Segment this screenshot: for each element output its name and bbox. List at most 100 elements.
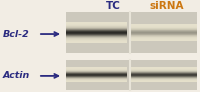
Bar: [66, 39, 127, 40]
Bar: [66, 81, 127, 82]
Bar: [66, 37, 127, 38]
Bar: [66, 22, 127, 23]
Bar: [131, 25, 197, 26]
Bar: [131, 75, 197, 76]
Bar: [131, 25, 197, 26]
Bar: [131, 29, 197, 30]
Bar: [66, 28, 127, 29]
Bar: [66, 77, 127, 78]
Bar: [66, 36, 127, 37]
Bar: [131, 26, 197, 27]
Bar: [66, 70, 127, 71]
Bar: [66, 32, 127, 33]
Bar: [131, 34, 197, 35]
Bar: [131, 75, 197, 76]
Bar: [131, 70, 197, 71]
Bar: [66, 68, 127, 69]
Bar: [66, 80, 127, 81]
Bar: [66, 25, 127, 26]
Bar: [131, 76, 197, 77]
Bar: [131, 80, 197, 81]
Bar: [131, 32, 197, 33]
Bar: [131, 80, 197, 81]
Bar: [66, 39, 127, 40]
Bar: [66, 75, 127, 76]
Bar: [66, 69, 127, 70]
Bar: [66, 25, 127, 26]
Bar: [66, 42, 127, 43]
Bar: [66, 74, 127, 75]
Bar: [66, 30, 127, 31]
Bar: [131, 67, 197, 68]
Bar: [131, 71, 197, 72]
Bar: [131, 30, 197, 31]
Bar: [131, 35, 197, 36]
Bar: [66, 72, 127, 73]
Bar: [66, 74, 127, 75]
Bar: [66, 76, 127, 77]
Bar: [131, 31, 197, 32]
Bar: [66, 42, 127, 43]
Bar: [131, 71, 197, 72]
Bar: [66, 26, 127, 27]
Bar: [131, 40, 197, 41]
Bar: [66, 22, 127, 23]
Bar: [66, 78, 127, 79]
Bar: [131, 78, 197, 79]
Bar: [66, 12, 197, 53]
Bar: [131, 77, 197, 78]
Bar: [66, 72, 127, 73]
Bar: [66, 23, 127, 24]
Bar: [66, 70, 127, 71]
Bar: [131, 69, 197, 70]
Bar: [66, 73, 127, 74]
Text: Actin: Actin: [3, 71, 30, 80]
Bar: [131, 73, 197, 74]
Bar: [66, 81, 127, 82]
Bar: [66, 76, 127, 77]
Bar: [66, 75, 127, 76]
Bar: [66, 40, 127, 41]
Bar: [66, 23, 127, 24]
Bar: [131, 39, 197, 40]
Bar: [66, 32, 127, 33]
Bar: [131, 27, 197, 28]
Bar: [131, 81, 197, 82]
Bar: [66, 40, 127, 41]
Bar: [131, 67, 197, 68]
Bar: [131, 79, 197, 80]
Bar: [66, 68, 127, 69]
Bar: [66, 73, 127, 74]
Bar: [66, 29, 127, 30]
Bar: [131, 40, 197, 41]
Bar: [131, 32, 197, 33]
Bar: [66, 33, 127, 34]
Bar: [66, 35, 127, 36]
Text: Bcl-2: Bcl-2: [3, 30, 30, 39]
Bar: [131, 34, 197, 35]
Bar: [131, 69, 197, 70]
Bar: [66, 41, 127, 42]
Bar: [131, 38, 197, 39]
Bar: [66, 41, 127, 42]
Bar: [131, 81, 197, 82]
Bar: [66, 71, 127, 72]
Bar: [131, 28, 197, 29]
Text: TC: TC: [106, 1, 120, 11]
Bar: [131, 72, 197, 73]
Bar: [131, 26, 197, 27]
Bar: [66, 33, 127, 34]
Bar: [131, 73, 197, 74]
Bar: [66, 31, 127, 32]
Bar: [131, 28, 197, 29]
Bar: [131, 30, 197, 31]
Bar: [66, 79, 127, 80]
Bar: [131, 73, 197, 74]
Bar: [131, 37, 197, 38]
Bar: [66, 28, 127, 29]
Bar: [66, 34, 127, 35]
Bar: [131, 37, 197, 38]
Bar: [131, 24, 197, 25]
Bar: [131, 38, 197, 39]
Bar: [131, 29, 197, 30]
